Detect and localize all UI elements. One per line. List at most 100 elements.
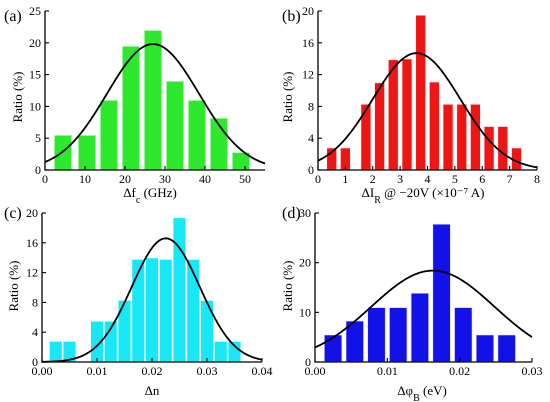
bar-b-6 bbox=[401, 58, 413, 171]
bar-d-8 bbox=[475, 334, 495, 363]
gaussian-fit-curve-d bbox=[314, 269, 533, 349]
y-tick-label-d-3: 30 bbox=[299, 206, 311, 220]
y-tick-label-d-2: 20 bbox=[299, 256, 311, 270]
bar-c-9 bbox=[172, 216, 187, 363]
x-tick-label-b-0: 0 bbox=[315, 172, 321, 186]
y-tick-label-a-2: 10 bbox=[29, 99, 41, 113]
bar-d-1 bbox=[323, 334, 343, 363]
x-tick-label-c-4: 0.04 bbox=[252, 364, 273, 378]
bars-d bbox=[323, 223, 517, 363]
panel-a: (a) Ratio (%) Δfc (GHz) 0 10 20 30 40 50 0 5 10 1… bbox=[4, 4, 266, 206]
x-tick-label-d-1: 0.01 bbox=[377, 364, 398, 378]
bars-a bbox=[53, 29, 251, 171]
x-tick-label-b-4: 4 bbox=[425, 172, 431, 186]
y-tick-label-a-3: 15 bbox=[29, 68, 41, 82]
y-tick-label-c-4: 16 bbox=[26, 236, 38, 250]
y-tick-label-a-5: 25 bbox=[29, 4, 41, 18]
bar-b-11 bbox=[469, 103, 482, 171]
x-axis-label-c: Δn bbox=[145, 383, 160, 398]
y-tick-label-a-0: 0 bbox=[35, 163, 41, 177]
y-tick-label-c-5: 20 bbox=[26, 206, 38, 220]
bar-c-11 bbox=[199, 299, 215, 363]
x-tick-label-a-2: 20 bbox=[119, 172, 131, 186]
bar-c-8 bbox=[158, 258, 173, 363]
bar-a-2 bbox=[77, 134, 97, 171]
y-tick-label-b-4: 16 bbox=[302, 36, 314, 50]
y-tick-label-b-5: 20 bbox=[302, 4, 314, 18]
x-tick-label-b-3: 3 bbox=[397, 172, 403, 186]
y-tick-label-b-2: 8 bbox=[308, 99, 314, 113]
y-tick-label-a-4: 20 bbox=[29, 36, 41, 50]
bar-c-13 bbox=[227, 340, 242, 363]
bar-d-9 bbox=[497, 334, 517, 363]
x-tick-label-a-0: 0 bbox=[42, 172, 48, 186]
bar-c-7 bbox=[144, 257, 160, 363]
x-tick-label-b-8: 8 bbox=[534, 172, 540, 186]
bar-d-6 bbox=[431, 223, 452, 363]
x-axis-label-b: ΔIR @ −20V (×10⁻⁷ A) bbox=[362, 185, 485, 206]
y-tick-label-c-0: 0 bbox=[32, 355, 38, 369]
panel-c: (c) Ratio (%) Δn 0.00 0.01 0.02 0.03 0.04 0 4 8… bbox=[4, 205, 273, 398]
gaussian-fit-curve-c bbox=[41, 237, 263, 363]
bar-d-4 bbox=[388, 306, 408, 363]
x-axis-label-a: Δfc (GHz) bbox=[123, 185, 177, 206]
panel-label-a: (a) bbox=[4, 8, 22, 25]
y-tick-label-c-1: 4 bbox=[32, 325, 38, 339]
bar-b-9 bbox=[442, 103, 454, 171]
bars-c bbox=[48, 216, 242, 363]
x-tick-label-b-6: 6 bbox=[479, 172, 485, 186]
bar-c-5 bbox=[117, 299, 132, 363]
bar-b-12 bbox=[483, 125, 495, 171]
x-tick-label-c-2: 0.02 bbox=[142, 364, 163, 378]
x-tick-label-c-0: 0.00 bbox=[32, 364, 53, 378]
y-axis-label-b: Ratio (%) bbox=[280, 72, 295, 123]
x-axis-label-d: ΔφB (eV) bbox=[397, 383, 447, 402]
bar-b-8 bbox=[428, 81, 441, 171]
bar-d-5 bbox=[410, 292, 430, 363]
x-tick-label-d-2: 0.02 bbox=[449, 364, 470, 378]
y-tick-label-d-1: 10 bbox=[299, 305, 311, 319]
bar-d-3 bbox=[366, 306, 387, 363]
x-tick-label-d-0: 0.00 bbox=[305, 364, 326, 378]
x-tick-label-b-5: 5 bbox=[452, 172, 458, 186]
y-tick-label-b-0: 0 bbox=[308, 163, 314, 177]
y-axis-label-a: Ratio (%) bbox=[10, 72, 25, 123]
bar-c-12 bbox=[213, 340, 228, 363]
x-tick-label-b-7: 7 bbox=[507, 172, 513, 186]
bar-a-3 bbox=[99, 99, 119, 171]
bar-b-13 bbox=[496, 125, 509, 171]
panel-d: (d) Ratio (%) ΔφB (eV) 0.00 0.01 0.02 0.03 0… bbox=[280, 205, 543, 402]
panel-label-d: (d) bbox=[282, 205, 301, 222]
bar-d-7 bbox=[453, 306, 473, 363]
y-axis-label-c: Ratio (%) bbox=[6, 261, 21, 312]
x-tick-label-b-2: 2 bbox=[370, 172, 376, 186]
panel-label-c: (c) bbox=[4, 205, 22, 222]
y-tick-label-d-0: 0 bbox=[305, 355, 311, 369]
bar-b-4 bbox=[373, 81, 386, 171]
x-tick-label-c-3: 0.03 bbox=[197, 364, 218, 378]
gaussian-fit-curve-b bbox=[317, 52, 538, 169]
bar-a-5 bbox=[143, 29, 163, 171]
panel-label-b: (b) bbox=[282, 8, 301, 25]
bar-a-6 bbox=[165, 80, 185, 171]
y-tick-label-c-2: 8 bbox=[32, 295, 38, 309]
bars-b bbox=[325, 14, 523, 171]
x-tick-label-b-1: 1 bbox=[342, 172, 348, 186]
x-tick-label-d-3: 0.03 bbox=[522, 364, 543, 378]
bar-b-10 bbox=[455, 103, 468, 171]
y-tick-label-b-1: 4 bbox=[308, 131, 314, 145]
x-tick-label-c-1: 0.01 bbox=[87, 364, 108, 378]
x-tick-label-a-4: 40 bbox=[199, 172, 211, 186]
y-tick-label-b-3: 12 bbox=[302, 68, 314, 82]
x-tick-label-a-5: 50 bbox=[239, 172, 251, 186]
y-tick-label-c-3: 12 bbox=[26, 266, 38, 280]
x-tick-label-a-1: 10 bbox=[79, 172, 91, 186]
gaussian-fit-curve-a bbox=[44, 43, 266, 165]
bar-b-7 bbox=[414, 14, 427, 171]
x-tick-label-a-3: 30 bbox=[159, 172, 171, 186]
y-tick-label-a-1: 5 bbox=[35, 131, 41, 145]
bar-b-5 bbox=[387, 58, 400, 171]
bar-b-3 bbox=[360, 103, 372, 171]
